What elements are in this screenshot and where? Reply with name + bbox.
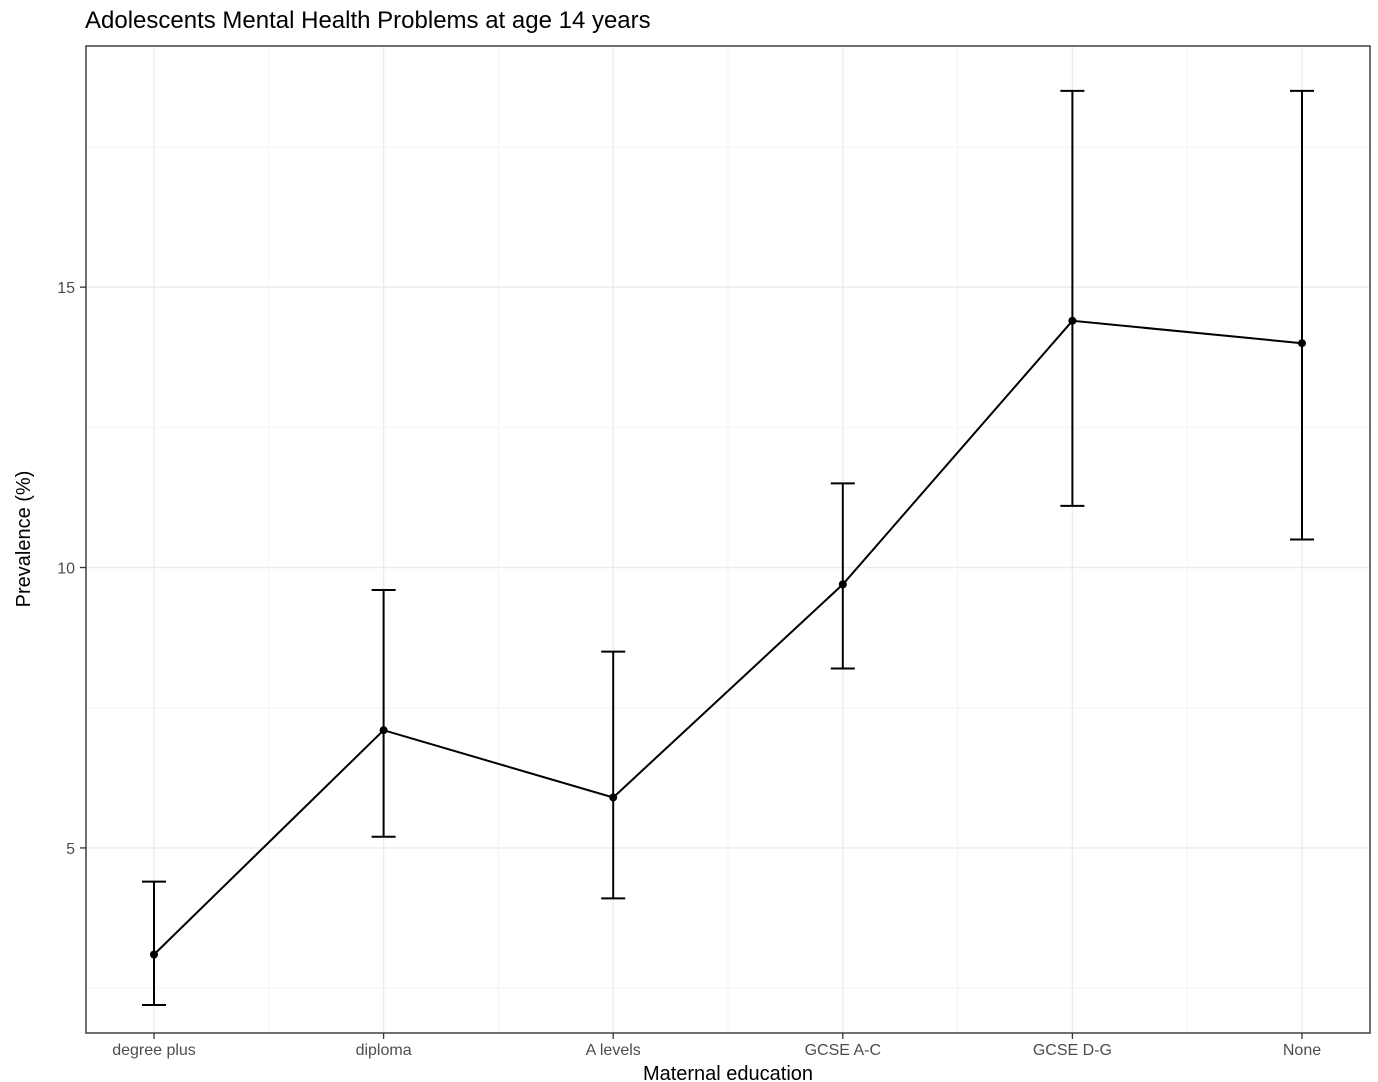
chart-title: Adolescents Mental Health Problems at ag…	[85, 7, 651, 34]
x-tick-label: degree plus	[112, 1042, 196, 1059]
x-tick-label: GCSE A-C	[805, 1042, 881, 1059]
plot-panel-border	[85, 45, 1371, 1034]
data-point	[1068, 316, 1077, 325]
grid-layer	[86, 46, 1370, 1033]
y-tick-label: 5	[66, 841, 75, 858]
data-point	[1298, 339, 1306, 348]
x-tick-label: None	[1283, 1042, 1321, 1059]
x-tick-label: GCSE D-G	[1033, 1042, 1112, 1059]
data-point	[609, 793, 618, 802]
data-point	[150, 950, 158, 959]
data-point	[379, 726, 388, 735]
series-layer	[142, 89, 1314, 1006]
axis-layer: 5 10 15 degree plus diploma A levels GCSE A-C G…	[57, 280, 1321, 1059]
series-line	[153, 319, 1303, 956]
y-tick-label: 15	[57, 280, 75, 297]
y-tick-label: 10	[57, 561, 75, 578]
y-axis-title: Prevalence (%)	[13, 471, 35, 608]
x-axis-title: Maternal education	[643, 1063, 813, 1082]
data-point	[838, 580, 847, 589]
x-tick-label: A levels	[586, 1042, 641, 1059]
x-tick-label: diploma	[356, 1042, 412, 1059]
